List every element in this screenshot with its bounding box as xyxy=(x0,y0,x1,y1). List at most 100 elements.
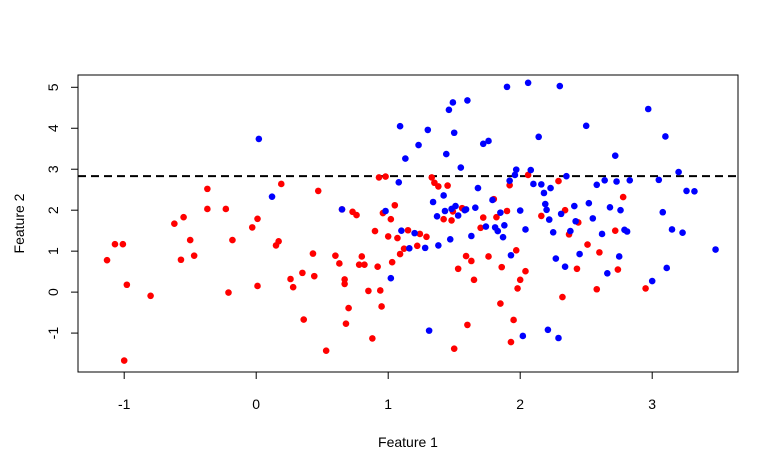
y-tick-label: 0 xyxy=(45,288,61,296)
data-point xyxy=(482,223,490,230)
data-point xyxy=(611,152,619,160)
data-point xyxy=(314,187,322,195)
x-tick-label: 3 xyxy=(648,396,656,412)
data-point xyxy=(561,263,569,271)
data-point xyxy=(619,193,627,201)
data-point xyxy=(615,253,623,260)
data-point xyxy=(341,280,348,288)
data-point xyxy=(374,263,381,271)
data-point xyxy=(402,155,409,162)
data-point xyxy=(585,199,593,207)
data-point xyxy=(593,285,601,293)
data-point xyxy=(519,332,527,340)
data-point xyxy=(589,215,597,222)
data-point xyxy=(516,207,524,214)
data-point xyxy=(555,177,562,185)
data-point xyxy=(248,224,256,231)
data-point xyxy=(617,206,624,214)
x-tick-label: 1 xyxy=(384,396,392,412)
data-point xyxy=(479,214,487,221)
data-point xyxy=(472,204,479,212)
data-point xyxy=(376,287,384,294)
data-point xyxy=(441,207,449,215)
data-point xyxy=(345,304,352,312)
data-point xyxy=(468,232,475,240)
data-point xyxy=(596,249,603,256)
x-tick-label: 2 xyxy=(516,396,524,412)
y-tick-label: 3 xyxy=(45,165,61,173)
data-point xyxy=(394,234,401,242)
data-point xyxy=(342,320,350,327)
data-point xyxy=(445,106,453,114)
data-point xyxy=(382,173,389,180)
data-point xyxy=(464,97,471,104)
data-point xyxy=(369,335,376,342)
data-point xyxy=(462,252,470,260)
data-point xyxy=(310,272,318,280)
data-point xyxy=(171,220,178,228)
data-point xyxy=(584,241,591,248)
data-point xyxy=(659,208,667,216)
data-point xyxy=(512,247,520,254)
data-point xyxy=(268,193,276,200)
data-point xyxy=(413,242,421,250)
data-point xyxy=(406,244,413,252)
data-point xyxy=(446,235,454,243)
data-point xyxy=(375,174,383,181)
data-point xyxy=(415,141,422,149)
data-point xyxy=(683,187,690,195)
data-point xyxy=(387,274,395,282)
data-point xyxy=(514,285,521,292)
data-point xyxy=(545,216,553,223)
data-point xyxy=(611,227,619,234)
x-tick-label: -1 xyxy=(118,396,131,412)
data-point xyxy=(448,217,455,224)
data-point xyxy=(563,172,570,180)
data-point xyxy=(204,205,211,213)
data-point xyxy=(493,213,500,221)
data-point xyxy=(229,236,236,244)
data-point xyxy=(541,200,549,208)
data-point xyxy=(606,204,614,211)
data-point xyxy=(365,287,372,295)
data-point xyxy=(642,285,649,292)
data-point xyxy=(485,137,492,145)
data-point xyxy=(572,217,579,225)
data-point xyxy=(485,253,492,260)
data-point xyxy=(477,224,484,232)
data-point xyxy=(180,213,187,221)
data-point xyxy=(435,183,442,190)
data-point xyxy=(120,357,128,364)
data-point xyxy=(371,227,379,235)
data-point xyxy=(450,345,458,352)
y-tick-label: 5 xyxy=(45,83,61,91)
data-point xyxy=(499,233,507,241)
data-point xyxy=(277,180,285,188)
data-point xyxy=(510,316,517,324)
data-point xyxy=(535,133,542,141)
data-point xyxy=(576,250,583,258)
data-point xyxy=(454,212,462,219)
data-point xyxy=(675,168,682,176)
data-point xyxy=(190,252,198,259)
data-point xyxy=(382,207,389,215)
points-layer xyxy=(103,79,719,364)
data-point xyxy=(300,316,308,323)
data-point xyxy=(479,140,487,148)
data-point xyxy=(353,211,360,219)
data-point xyxy=(423,233,430,241)
data-point xyxy=(557,210,565,218)
data-point xyxy=(556,82,564,90)
data-point xyxy=(555,334,562,342)
data-point xyxy=(604,269,611,277)
data-point xyxy=(400,245,408,252)
x-tick-label: 0 xyxy=(252,396,260,412)
data-point xyxy=(507,251,515,259)
data-point xyxy=(712,246,719,253)
data-point xyxy=(474,184,482,192)
data-point xyxy=(119,240,127,248)
data-point xyxy=(388,258,396,266)
data-point xyxy=(503,83,511,91)
data-point xyxy=(225,289,232,296)
data-point xyxy=(440,192,447,199)
